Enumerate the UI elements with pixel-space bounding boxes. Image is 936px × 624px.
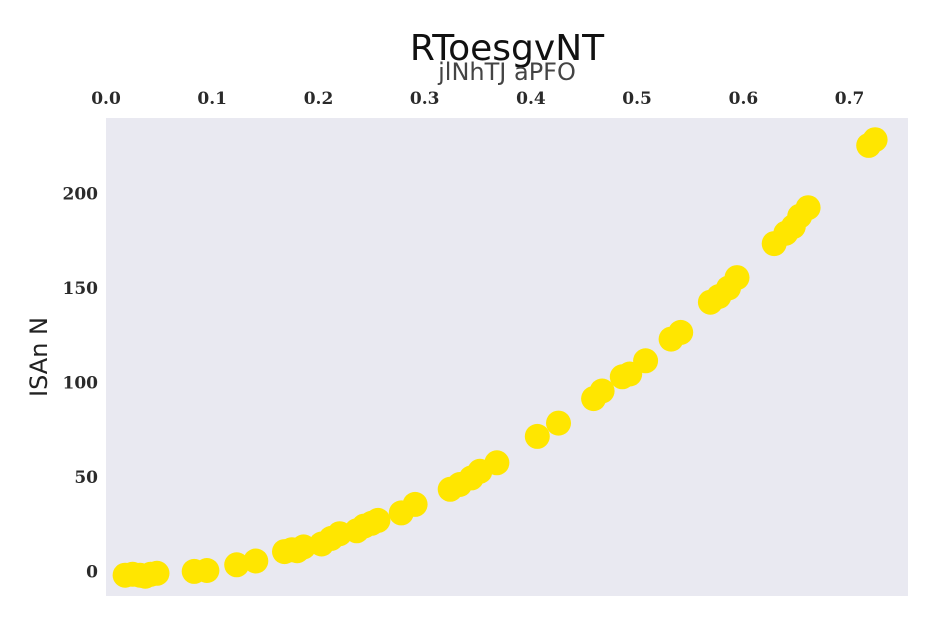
y-tick-labels: 0 50 100 150 200 — [63, 185, 99, 583]
data-point-5 — [144, 560, 170, 586]
x-axis-title: jlNhTJ aPFO — [437, 58, 576, 86]
data-point-34 — [633, 348, 659, 374]
data-point-36 — [668, 319, 694, 345]
data-point-27 — [484, 450, 510, 476]
y-tick-label: 0 — [86, 562, 98, 582]
x-tick-label: 0.0 — [91, 89, 121, 109]
data-point-40 — [724, 265, 750, 291]
data-point-29 — [546, 410, 571, 436]
y-axis-title: ISAn N — [25, 317, 53, 397]
data-point-9 — [243, 548, 269, 574]
data-point-7 — [194, 558, 220, 583]
data-point-31 — [589, 378, 615, 404]
y-tick-label: 200 — [63, 185, 99, 205]
x-tick-label: 0.1 — [197, 89, 227, 109]
data-point-22 — [402, 491, 428, 517]
y-tick-label: 100 — [63, 374, 99, 394]
x-tick-label: 0.3 — [410, 89, 440, 109]
x-tick-label: 0.4 — [516, 89, 546, 109]
chart-title: RToesgvNT — [410, 28, 605, 69]
x-tick-labels: 0.0 0.1 0.2 0.3 0.4 0.5 0.6 0.7 — [91, 89, 864, 109]
x-tick-label: 0.5 — [622, 89, 652, 109]
y-tick-label: 150 — [63, 279, 99, 299]
points-layer — [112, 127, 888, 589]
data-point-8 — [224, 552, 250, 578]
data-point-20 — [365, 507, 391, 533]
x-tick-label: 0.6 — [729, 89, 759, 109]
plot-area — [106, 118, 908, 596]
data-point-47 — [862, 127, 888, 153]
data-point-28 — [524, 423, 550, 449]
x-tick-label: 0.2 — [304, 89, 334, 109]
y-tick-label: 50 — [74, 468, 98, 488]
x-tick-label: 0.7 — [835, 89, 865, 109]
data-point-45 — [795, 195, 821, 221]
